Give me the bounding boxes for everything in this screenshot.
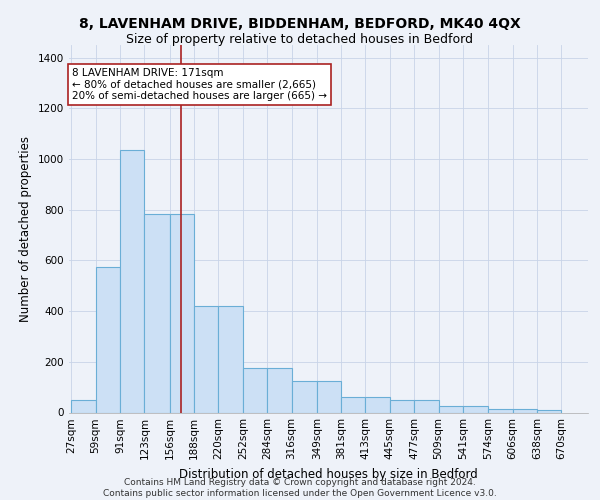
Bar xyxy=(439,406,463,412)
Bar xyxy=(120,150,145,412)
Bar xyxy=(194,306,218,412)
Bar xyxy=(71,400,95,412)
Bar xyxy=(145,214,170,412)
Bar xyxy=(95,267,120,412)
Text: 8, LAVENHAM DRIVE, BIDDENHAM, BEDFORD, MK40 4QX: 8, LAVENHAM DRIVE, BIDDENHAM, BEDFORD, M… xyxy=(79,18,521,32)
Bar xyxy=(317,381,341,412)
Bar xyxy=(218,306,243,412)
Bar xyxy=(414,400,439,412)
Bar xyxy=(365,398,390,412)
Bar xyxy=(537,410,562,412)
Bar xyxy=(170,214,194,412)
Bar xyxy=(341,398,365,412)
Bar xyxy=(243,368,267,412)
Text: Size of property relative to detached houses in Bedford: Size of property relative to detached ho… xyxy=(127,32,473,46)
Bar xyxy=(463,406,488,412)
Bar xyxy=(267,368,292,412)
Bar xyxy=(390,400,414,412)
Y-axis label: Number of detached properties: Number of detached properties xyxy=(19,136,32,322)
X-axis label: Distribution of detached houses by size in Bedford: Distribution of detached houses by size … xyxy=(179,468,478,481)
Text: Contains HM Land Registry data © Crown copyright and database right 2024.
Contai: Contains HM Land Registry data © Crown c… xyxy=(103,478,497,498)
Bar xyxy=(488,408,512,412)
Bar xyxy=(512,408,537,412)
Text: 8 LAVENHAM DRIVE: 171sqm
← 80% of detached houses are smaller (2,665)
20% of sem: 8 LAVENHAM DRIVE: 171sqm ← 80% of detach… xyxy=(72,68,327,101)
Bar xyxy=(292,381,317,412)
